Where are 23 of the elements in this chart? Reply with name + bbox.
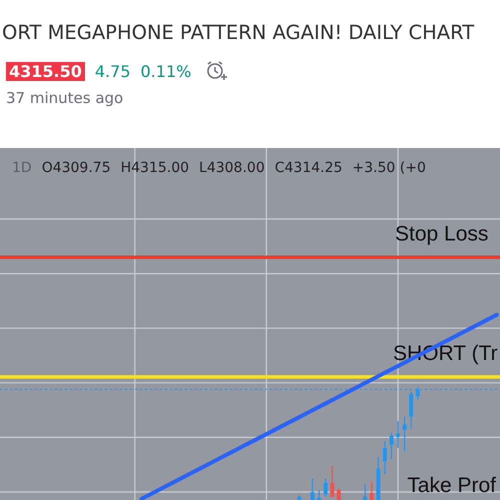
text: 1D bbox=[12, 160, 32, 176]
candlestick bbox=[402, 416, 407, 452]
candlestick bbox=[336, 488, 341, 500]
candlestick bbox=[382, 440, 387, 475]
candlestick bbox=[389, 432, 394, 460]
text: 4315.50 bbox=[6, 62, 85, 80]
candlestick bbox=[310, 478, 314, 500]
text: H4315.00 bbox=[120, 160, 190, 176]
candlestick bbox=[317, 489, 322, 500]
text: C4314.25 bbox=[274, 160, 342, 176]
text: 0.11% bbox=[140, 62, 192, 80]
candlestick bbox=[396, 420, 400, 449]
ref-line-label: Stop Loss bbox=[395, 222, 488, 246]
candlestick bbox=[370, 481, 374, 500]
chart-subtitle: 37 minutes ago bbox=[6, 89, 124, 107]
text: O4309.75 bbox=[42, 160, 111, 176]
text: L4308.00 bbox=[199, 160, 265, 176]
chart-title: ORT MEGAPHONE PATTERN AGAIN! DAILY CHART bbox=[2, 21, 474, 44]
text: 4.75 bbox=[94, 62, 130, 80]
candlestick bbox=[324, 478, 328, 498]
candlestick bbox=[363, 484, 368, 500]
text: +3.50 (+0 bbox=[352, 160, 426, 176]
annotation: Take Prof bbox=[407, 474, 496, 498]
